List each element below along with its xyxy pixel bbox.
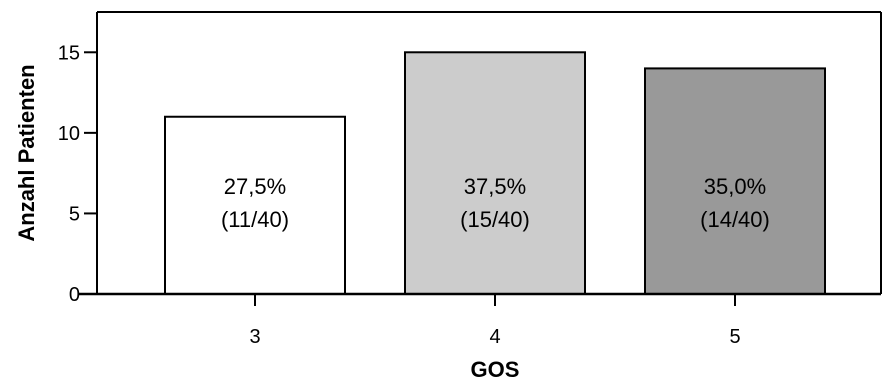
y-axis-title: Anzahl Patienten <box>14 64 39 241</box>
bar-labels-layer: 27,5% (11/40) 37,5% (15/40) 35,0% (14/40) <box>221 174 770 232</box>
x-tick-label-4: 4 <box>489 326 500 348</box>
bar-label-percent-5: 35,0% <box>704 174 766 199</box>
bar-label-percent-3: 27,5% <box>224 174 286 199</box>
y-tick-label-0: 0 <box>69 284 80 306</box>
y-tick-label-10: 10 <box>58 123 80 145</box>
bar-label-count-5: (14/40) <box>700 207 770 232</box>
x-axis-title: GOS <box>471 357 520 382</box>
bar-4 <box>404 51 586 295</box>
bar-label-count-3: (11/40) <box>221 207 289 232</box>
bars-layer <box>164 51 826 296</box>
x-tick-label-5: 5 <box>729 326 740 348</box>
y-tick-label-5: 5 <box>69 203 80 225</box>
x-tick-label-3: 3 <box>249 326 260 348</box>
bar-3 <box>164 115 346 295</box>
bar-5 <box>644 67 826 296</box>
axes-layer: 0 5 10 15 3 4 5 <box>58 11 882 348</box>
bar-label-count-4: (15/40) <box>460 207 530 232</box>
bar-label-percent-4: 37,5% <box>464 174 526 199</box>
y-tick-label-15: 15 <box>58 42 80 64</box>
